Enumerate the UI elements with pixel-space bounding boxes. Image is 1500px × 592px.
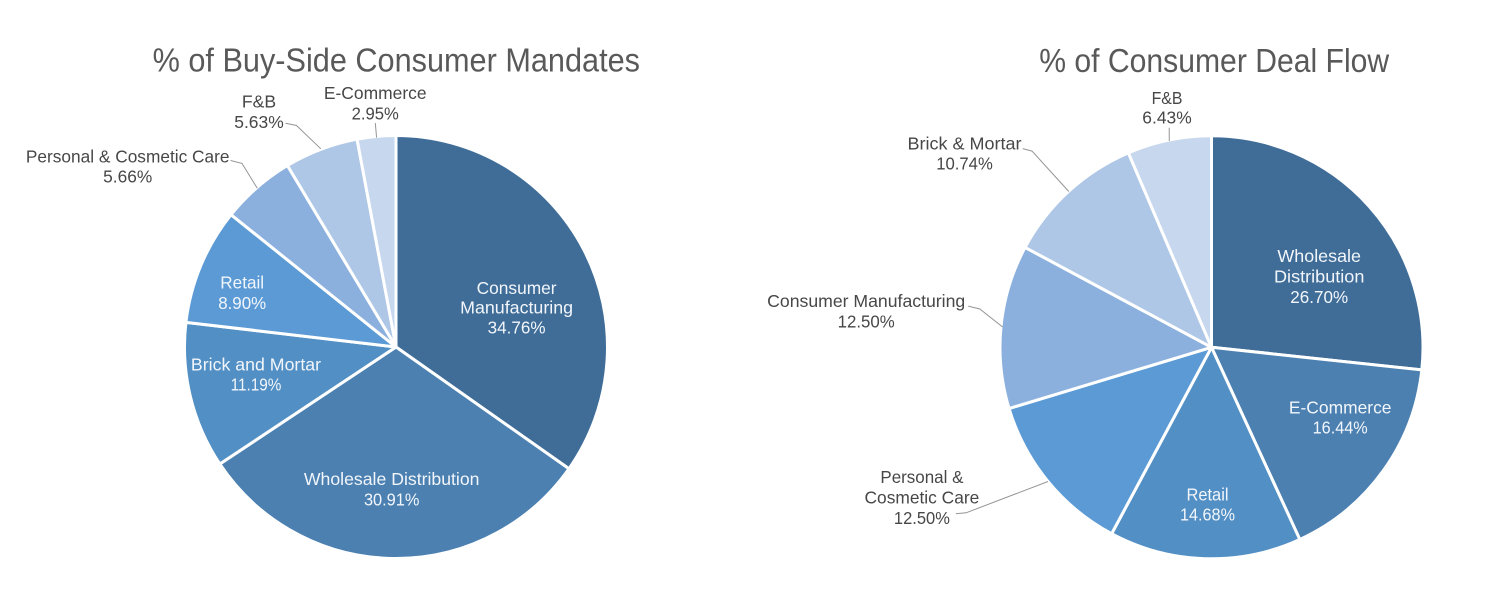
svg-text:5.63%: 5.63% [234,112,284,132]
svg-text:% of Buy-Side Consumer Mandate: % of Buy-Side Consumer Mandates [153,41,640,78]
svg-text:Retail: Retail [220,272,264,292]
svg-text:Distribution: Distribution [1274,267,1364,287]
svg-text:Consumer: Consumer [477,278,557,298]
svg-text:Personal &: Personal & [880,467,963,487]
svg-text:12.50%: 12.50% [838,311,895,331]
svg-text:30.91%: 30.91% [364,489,420,509]
svg-text:F&B: F&B [242,92,276,112]
svg-text:Wholesale: Wholesale [1277,246,1361,266]
svg-text:12.50%: 12.50% [894,508,950,528]
svg-text:Manufacturing: Manufacturing [460,298,573,318]
svg-text:6.43%: 6.43% [1142,107,1192,127]
svg-text:8.90%: 8.90% [218,293,266,313]
svg-text:2.95%: 2.95% [352,104,400,124]
svg-text:E-Commerce: E-Commerce [1289,397,1392,417]
svg-text:% of Consumer Deal Flow: % of Consumer Deal Flow [1039,42,1389,79]
svg-text:Brick & Mortar: Brick & Mortar [908,133,1022,153]
svg-text:26.70%: 26.70% [1290,287,1348,307]
svg-text:5.66%: 5.66% [103,167,152,187]
svg-text:E-Commerce: E-Commerce [324,83,427,103]
svg-text:Personal & Cosmetic Care: Personal & Cosmetic Care [26,146,230,166]
svg-text:F&B: F&B [1152,88,1183,108]
svg-text:Wholesale Distribution: Wholesale Distribution [304,469,480,489]
svg-text:34.76%: 34.76% [488,318,546,338]
svg-text:Brick and Mortar: Brick and Mortar [191,355,321,375]
svg-text:11.19%: 11.19% [231,375,282,395]
svg-text:Cosmetic Care: Cosmetic Care [865,488,980,508]
svg-text:14.68%: 14.68% [1180,505,1235,525]
svg-text:Consumer Manufacturing: Consumer Manufacturing [767,291,965,311]
svg-text:10.74%: 10.74% [936,154,993,174]
svg-text:16.44%: 16.44% [1313,418,1368,438]
svg-text:Retail: Retail [1187,485,1229,505]
